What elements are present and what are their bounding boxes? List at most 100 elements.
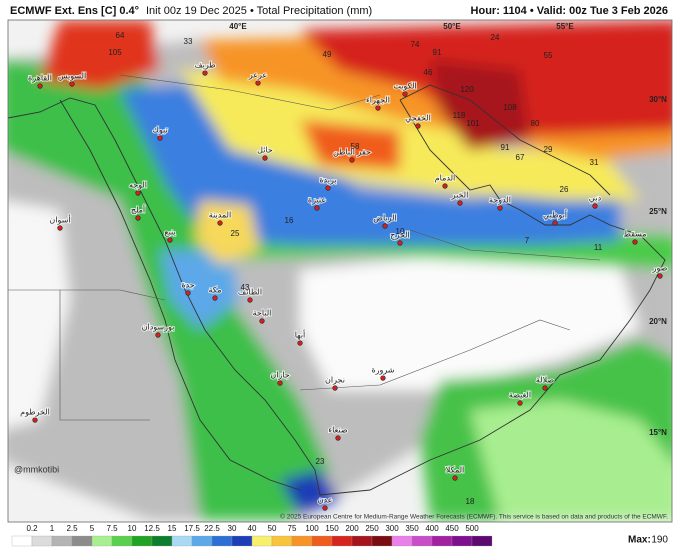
city-label: الرياض [373, 214, 396, 223]
city-marker [135, 215, 141, 221]
precip-value: 11 [594, 243, 603, 252]
precip-value: 24 [491, 33, 500, 42]
city-label: بريدة [319, 176, 336, 185]
city-label: الخرطوم [20, 408, 50, 417]
city-marker [332, 385, 338, 391]
max-label: Max: [628, 535, 651, 546]
colorbar-label: 30 [228, 524, 237, 533]
colorbar-swatch [471, 535, 493, 547]
precip-value: 64 [116, 31, 125, 40]
precip-value: 55 [544, 51, 553, 60]
city-label: دبي [589, 194, 602, 203]
precip-field [8, 20, 672, 520]
grid-label: 30°N [649, 95, 667, 104]
city-label: ينبع [164, 228, 175, 237]
colorbar-label: 10 [128, 524, 137, 533]
city-marker [255, 80, 261, 86]
city-marker [157, 135, 163, 141]
city-label: أبوظبي [543, 210, 567, 220]
city-label: المكلا [446, 466, 464, 475]
city-label: الغيضة [509, 391, 531, 400]
precip-value: 31 [590, 158, 599, 167]
colorbar-swatch [331, 535, 353, 547]
colorbar-label: 0.2 [26, 524, 38, 533]
city-marker [592, 203, 598, 209]
city-label: مكة [209, 286, 222, 295]
city-label: الكويت [393, 82, 416, 91]
city-label: حائل [257, 146, 273, 155]
colorbar-label: 100 [305, 524, 319, 533]
colorbar-swatch [211, 535, 233, 547]
colorbar-label: 500 [465, 524, 479, 533]
city-label: الدوحة [489, 196, 511, 205]
city-label: شرورة [371, 366, 394, 375]
subtitle: Init 00z 19 Dec 2025 • Total Precipitati… [146, 5, 372, 17]
colorbar-label: 250 [365, 524, 379, 533]
city-label: صور [652, 264, 668, 273]
city-label: الوجه [129, 181, 147, 190]
colorbar-swatch [311, 535, 333, 547]
city-marker [452, 475, 458, 481]
city-label: بورسودان [142, 323, 175, 332]
colorbar-label: 12.5 [144, 524, 160, 533]
city-label: جازان [270, 371, 289, 380]
city-marker [375, 105, 381, 111]
colorbar-label: 2.5 [66, 524, 78, 533]
city-label: حفر الباطن [333, 148, 371, 157]
city-marker [212, 295, 218, 301]
city-label: الدمام [435, 174, 456, 183]
city-label: الباحة [253, 309, 272, 318]
colorbar-label: 400 [425, 524, 439, 533]
city-label: الخرج [390, 231, 409, 240]
city-marker [322, 505, 328, 511]
colorbar-label: 40 [248, 524, 257, 533]
colorbar-swatch [31, 535, 53, 547]
colorbar-swatch [451, 535, 473, 547]
grid-label: 40°E [229, 22, 247, 31]
colorbar-swatch [171, 535, 193, 547]
precip-value: 101 [466, 119, 480, 128]
city-label: القاهرة [28, 74, 52, 83]
colorbar-swatch [51, 535, 73, 547]
title: ECMWF Ext. Ens [C] 0.4° [10, 5, 139, 17]
city-marker [57, 225, 63, 231]
city-marker [202, 70, 208, 76]
city-marker [542, 385, 548, 391]
city-marker [335, 435, 341, 441]
colorbar-label: 50 [268, 524, 277, 533]
colorbar-swatch [271, 535, 293, 547]
city-marker [380, 375, 386, 381]
city-marker [155, 332, 161, 338]
colorbar-swatch [371, 535, 393, 547]
colorbar-swatch [231, 535, 253, 547]
colorbar-swatch [151, 535, 173, 547]
city-marker [297, 340, 303, 346]
precip-value: 91 [501, 143, 510, 152]
colorbar-label: 5 [90, 524, 95, 533]
precip-value: 120 [460, 85, 474, 94]
city-marker [415, 123, 421, 129]
precip-value: 105 [108, 48, 122, 57]
grid-label: 15°N [649, 428, 667, 437]
city-label: أسوان [49, 215, 70, 225]
city-marker [402, 91, 408, 97]
precip-value: 29 [544, 145, 553, 154]
city-label: تبوك [152, 126, 167, 135]
precip-value: 118 [453, 111, 466, 120]
colorbar-label: 200 [345, 524, 359, 533]
city-marker [37, 83, 43, 89]
colorbar-swatch [291, 535, 313, 547]
city-marker [382, 223, 388, 229]
colorbar-swatch [131, 535, 153, 547]
colorbar-label: 17.5 [184, 524, 200, 533]
city-label: عرعر [248, 71, 267, 80]
precip-value: 16 [285, 216, 294, 225]
city-marker [32, 417, 38, 423]
copyright: © 2025 European Centre for Medium-Range … [280, 513, 668, 521]
precip-value: 108 [503, 103, 517, 112]
precip-value: 58 [351, 142, 360, 151]
city-marker [552, 220, 558, 226]
city-marker [325, 185, 331, 191]
city-marker [497, 205, 503, 211]
